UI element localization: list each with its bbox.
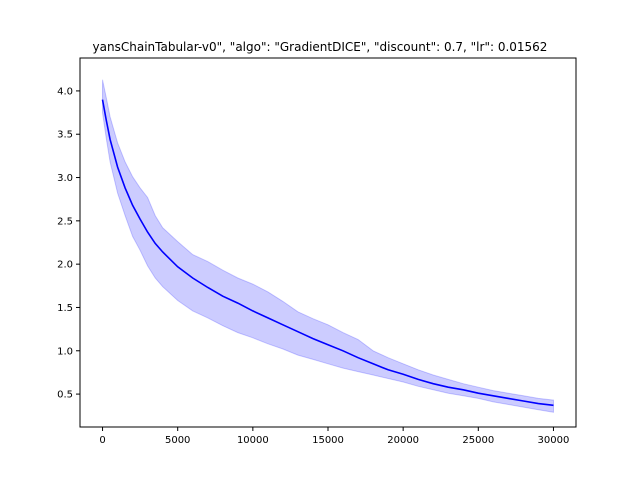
x-tick-label: 15000 [312,435,344,446]
y-tick-label: 2.0 [57,260,73,271]
y-tick-label: 1.0 [57,346,73,357]
y-tick-label: 3.0 [57,173,73,184]
chart-title: yansChainTabular-v0", "algo": "GradientD… [93,40,548,54]
confidence-band [102,79,554,413]
y-tick-label: 2.5 [57,216,73,227]
y-tick-label: 4.0 [57,86,73,97]
x-tick-label: 30000 [538,435,570,446]
x-tick-label: 5000 [165,435,190,446]
y-tick-label: 3.5 [57,130,73,141]
y-axis: 0.5 1.0 1.5 2.0 2.5 3.0 3.5 4.0 [57,86,80,401]
x-tick-label: 0 [99,435,105,446]
plot-area [101,79,554,413]
y-tick-label: 0.5 [57,390,73,401]
x-tick-label: 10000 [237,435,269,446]
y-tick-label: 1.5 [57,303,73,314]
mean-line [101,99,554,407]
x-axis: 0 5000 10000 15000 20000 25000 30000 [99,427,569,446]
x-tick-label: 20000 [387,435,419,446]
x-tick-label: 25000 [462,435,494,446]
